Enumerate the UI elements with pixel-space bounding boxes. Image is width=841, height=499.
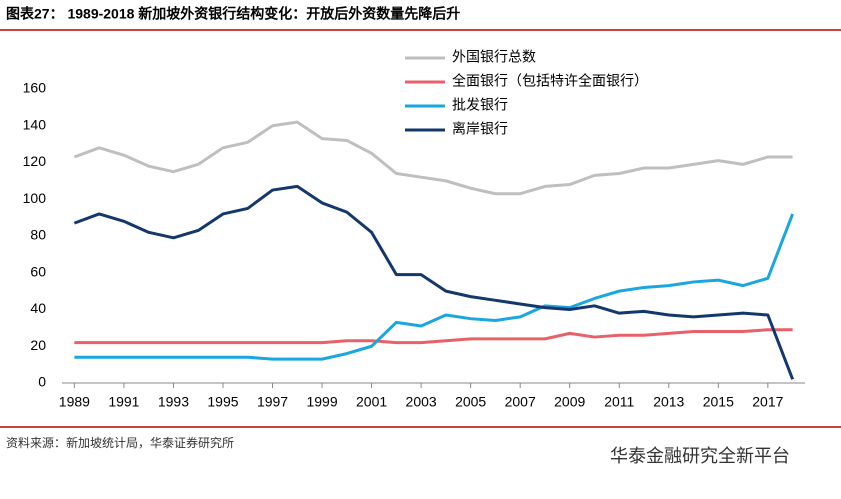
x-tick-label: 1989 [59, 394, 90, 410]
y-tick-label: 0 [38, 374, 46, 390]
y-tick-label: 80 [30, 227, 46, 243]
x-tick-label: 1995 [207, 394, 238, 410]
legend-label: 外国银行总数 [452, 49, 536, 65]
y-tick-label: 60 [30, 263, 46, 279]
y-tick-label: 120 [23, 153, 47, 169]
legend-label: 离岸银行 [452, 121, 508, 137]
x-tick-label: 2017 [752, 394, 783, 410]
y-tick-label: 140 [23, 116, 47, 132]
x-tick-label: 1991 [108, 394, 139, 410]
y-tick-label: 20 [30, 337, 46, 353]
series-line [73, 120, 793, 196]
legend-label: 全面银行（包括特许全面银行） [452, 73, 648, 89]
series-line [74, 328, 793, 345]
y-tick-label: 160 [23, 80, 47, 96]
x-tick-label: 2015 [703, 394, 734, 410]
x-tick-label: 2009 [554, 394, 585, 410]
x-tick-label: 2007 [505, 394, 536, 410]
chart-title: 图表27： 1989-2018 新加坡外资银行结构变化：开放后外资数量先降后升 [6, 6, 460, 22]
y-tick-label: 40 [30, 300, 46, 316]
x-tick-label: 2005 [455, 394, 486, 410]
y-tick-label: 100 [23, 190, 47, 206]
watermark: 华泰金融研究全新平台 [610, 446, 790, 466]
x-tick-label: 2001 [356, 394, 387, 410]
source-note: 资料来源：新加坡统计局，华泰证券研究所 [6, 435, 234, 450]
x-tick-label: 2003 [406, 394, 437, 410]
x-tick-label: 2013 [653, 394, 684, 410]
series-line [73, 184, 795, 380]
legend-label: 批发银行 [452, 97, 508, 113]
x-tick-label: 2011 [604, 394, 634, 410]
series-line [74, 213, 795, 361]
x-tick-label: 1997 [257, 394, 288, 410]
x-tick-label: 1993 [158, 394, 189, 410]
x-tick-label: 1999 [306, 394, 337, 410]
